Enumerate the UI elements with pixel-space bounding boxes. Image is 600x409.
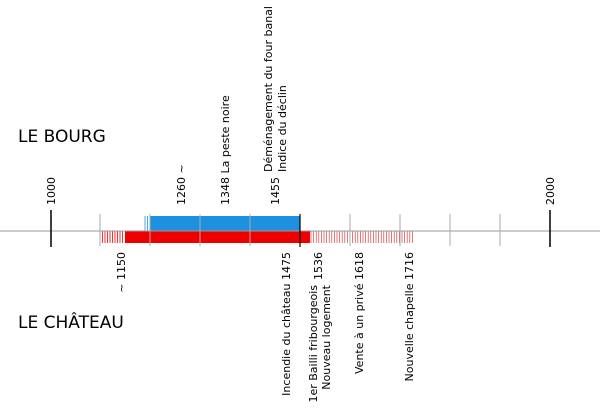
section-title: LE CHÂTEAU (18, 311, 124, 333)
section-title: LE BOURG (18, 127, 106, 147)
bourg-bar (150, 216, 300, 231)
bottom-label: Nouvelle chapelle 1716 (403, 252, 416, 381)
top-label: 2000 (544, 177, 557, 205)
top-label: Déménagement du four banal (262, 6, 275, 172)
bottom-label: 1536 (312, 252, 325, 280)
top-label: 1455 (269, 177, 282, 205)
bottom-label: ~ 1150 (115, 252, 128, 293)
bottom-label: 1er Bailli fribourgeois (307, 285, 320, 403)
top-label: Indice du déclin (276, 85, 289, 172)
top-label: 1260 ~ (175, 164, 188, 205)
bottom-label: Nouveau logement (320, 284, 333, 389)
top-label: 1348 La peste noire (219, 95, 232, 205)
bottom-label: Vente à un privé 1618 (353, 252, 366, 374)
top-label: 1000 (45, 177, 58, 205)
bottom-label: Incendie du château 1475 (280, 252, 293, 396)
chateau-bar (125, 231, 310, 243)
